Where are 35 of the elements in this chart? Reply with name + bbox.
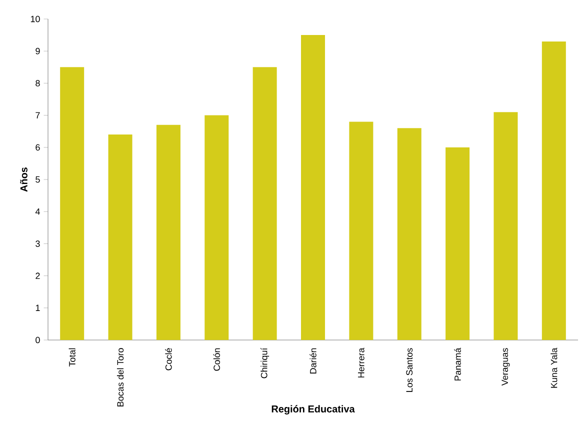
- y-tick-label: 10: [30, 16, 40, 22]
- y-tick-label: 4: [35, 208, 40, 215]
- bar: [156, 124, 180, 340]
- y-tick-label: 1: [36, 304, 40, 311]
- x-tick-label: Kuna Yala: [550, 348, 558, 388]
- y-tick-label: 5: [36, 176, 40, 183]
- x-tick-label: Darién: [310, 348, 316, 374]
- x-tick-label: Bocas del Toro: [116, 348, 124, 406]
- y-tick-label: 8: [36, 80, 40, 86]
- x-tick-label: Herrera: [358, 348, 364, 378]
- x-tick-label: Chiriquí: [260, 348, 270, 378]
- x-axis-title: Región Educativa: [272, 405, 355, 414]
- bar: [60, 67, 84, 340]
- x-tick-label: Coclé: [165, 348, 172, 370]
- y-tick-label: 3: [36, 240, 40, 247]
- y-axis-title: Años: [20, 167, 28, 192]
- y-tick-label: 9: [36, 48, 40, 54]
- x-tick-label: Total: [68, 348, 76, 367]
- bar: [108, 134, 132, 340]
- x-tick-label: Colón: [213, 348, 220, 371]
- x-tick-label: Veraguas: [502, 348, 510, 386]
- bar: [252, 67, 277, 340]
- bar: [301, 35, 326, 340]
- y-tick-label: 2: [36, 272, 40, 279]
- x-tick-label: Panamá: [454, 348, 461, 380]
- bar: [446, 147, 470, 340]
- bar: [494, 112, 518, 340]
- bar: [542, 41, 566, 340]
- bar: [397, 128, 422, 340]
- x-tick-label: Los Santos: [406, 348, 413, 392]
- y-tick-label: 0: [36, 336, 40, 344]
- y-tick-label: 7: [36, 112, 40, 118]
- bar: [349, 122, 374, 340]
- bar: [204, 115, 229, 340]
- y-tick-label: 6: [36, 144, 40, 151]
